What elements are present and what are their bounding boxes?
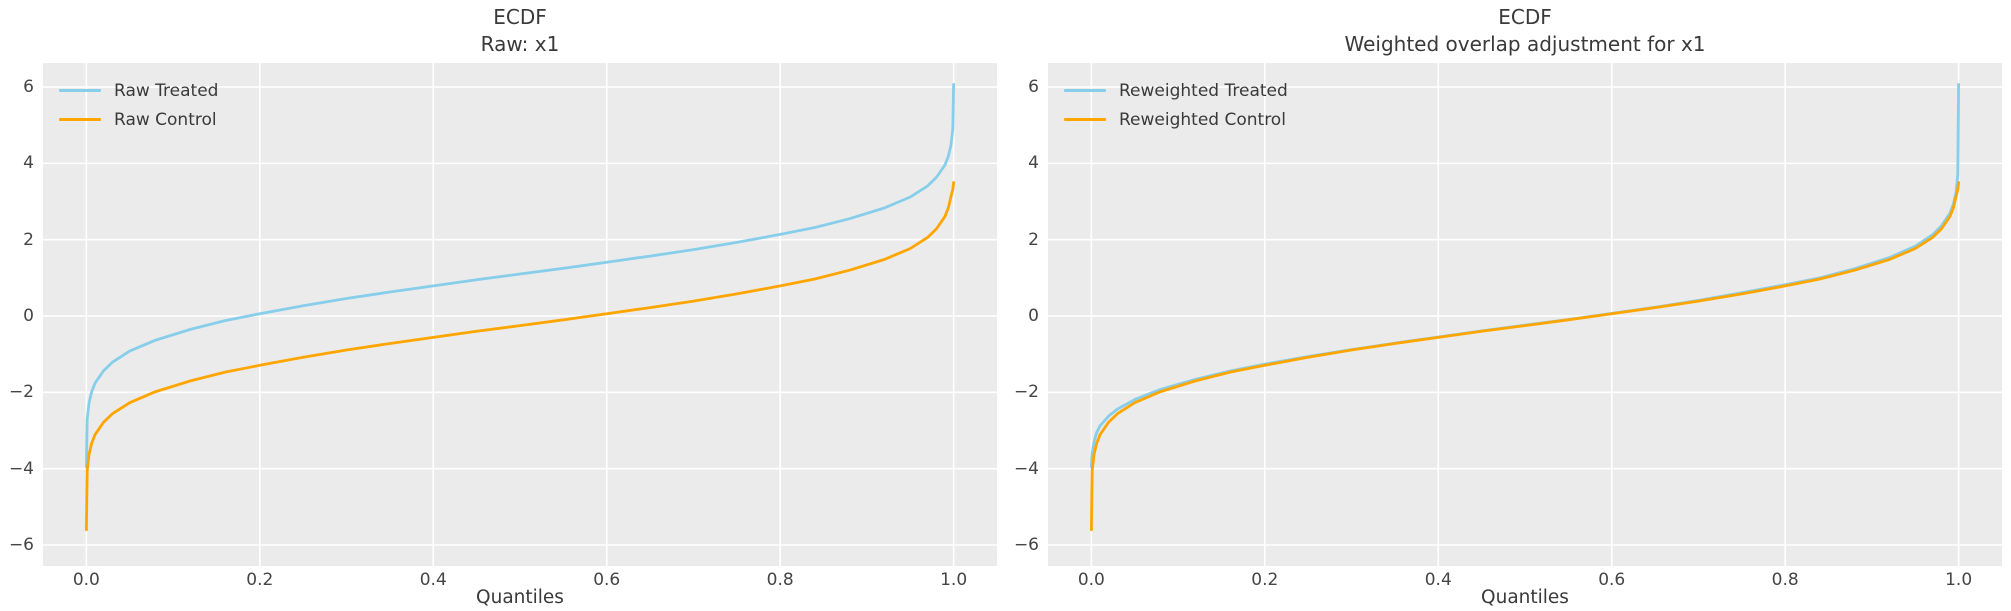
legend-line-reweighted-treated-icon bbox=[1064, 89, 1106, 92]
y-tick-label: 2 bbox=[23, 229, 34, 250]
plot-canvas bbox=[1048, 63, 2002, 566]
y-tick-label: −2 bbox=[1013, 382, 1039, 403]
x-tick-label: 0.6 bbox=[1598, 570, 1626, 590]
left-chart-title-line2: Raw: x1 bbox=[480, 32, 560, 56]
series-line-raw-control bbox=[85, 181, 955, 532]
y-tick-label: 2 bbox=[1028, 229, 1039, 250]
x-tick-label: 0.0 bbox=[72, 570, 100, 590]
x-tick-label: 0.2 bbox=[1251, 570, 1279, 590]
x-tick-label: 0.2 bbox=[246, 570, 274, 590]
legend-item: Raw Treated bbox=[59, 76, 218, 105]
y-tick-label: −2 bbox=[8, 382, 34, 403]
legend-item: Raw Control bbox=[59, 105, 218, 134]
plot-canvas bbox=[43, 63, 997, 566]
y-tick-label: −4 bbox=[1013, 458, 1039, 479]
legend-line-raw-control-icon bbox=[59, 118, 101, 121]
legend-label: Reweighted Treated bbox=[1119, 80, 1288, 101]
y-tick-label: −6 bbox=[8, 535, 34, 555]
series-line-reweighted-control bbox=[1090, 181, 1960, 532]
series-line-raw-treated bbox=[85, 82, 955, 469]
y-tick-label: 6 bbox=[1028, 77, 1039, 98]
left-plot-area: Raw Treated Raw Control bbox=[43, 63, 997, 566]
legend-item: Reweighted Treated bbox=[1064, 76, 1288, 105]
x-tick-label: 1.0 bbox=[1945, 570, 1973, 590]
x-tick-label: 0.8 bbox=[766, 570, 794, 590]
legend-line-raw-treated-icon bbox=[59, 89, 101, 92]
x-tick-label: 0.4 bbox=[1424, 570, 1452, 590]
x-tick-label: 0.4 bbox=[419, 570, 447, 590]
x-tick-label: 1.0 bbox=[940, 570, 968, 590]
x-tick-label: 0.8 bbox=[1771, 570, 1799, 590]
left-legend: Raw Treated Raw Control bbox=[59, 76, 218, 134]
y-tick-label: 0 bbox=[1028, 306, 1039, 327]
right-chart-title: ECDF Weighted overlap adjustment for x1 bbox=[1048, 4, 2002, 58]
x-tick-label: 0.0 bbox=[1077, 570, 1105, 590]
legend-line-reweighted-control-icon bbox=[1064, 118, 1106, 121]
y-tick-label: 6 bbox=[23, 77, 34, 98]
y-tick-label: −6 bbox=[1013, 535, 1039, 555]
right-legend: Reweighted Treated Reweighted Control bbox=[1064, 76, 1288, 134]
y-tick-label: −4 bbox=[8, 458, 34, 479]
right-chart-title-line1: ECDF bbox=[1498, 5, 1552, 29]
y-tick-label: 0 bbox=[23, 306, 34, 327]
x-tick-label: 0.6 bbox=[593, 570, 621, 590]
legend-label: Reweighted Control bbox=[1119, 109, 1286, 130]
y-tick-label: 4 bbox=[23, 153, 34, 174]
left-xaxis-label: Quantiles bbox=[476, 587, 564, 608]
y-tick-label: 4 bbox=[1028, 153, 1039, 174]
right-chart-title-line2: Weighted overlap adjustment for x1 bbox=[1344, 32, 1706, 56]
legend-label: Raw Treated bbox=[114, 80, 219, 101]
left-chart-title: ECDF Raw: x1 bbox=[43, 4, 997, 58]
right-plot-area: Reweighted Treated Reweighted Control bbox=[1048, 63, 2002, 566]
right-xaxis-label: Quantiles bbox=[1481, 587, 1569, 608]
legend-item: Reweighted Control bbox=[1064, 105, 1288, 134]
legend-label: Raw Control bbox=[114, 109, 217, 130]
left-chart-title-line1: ECDF bbox=[493, 5, 547, 29]
